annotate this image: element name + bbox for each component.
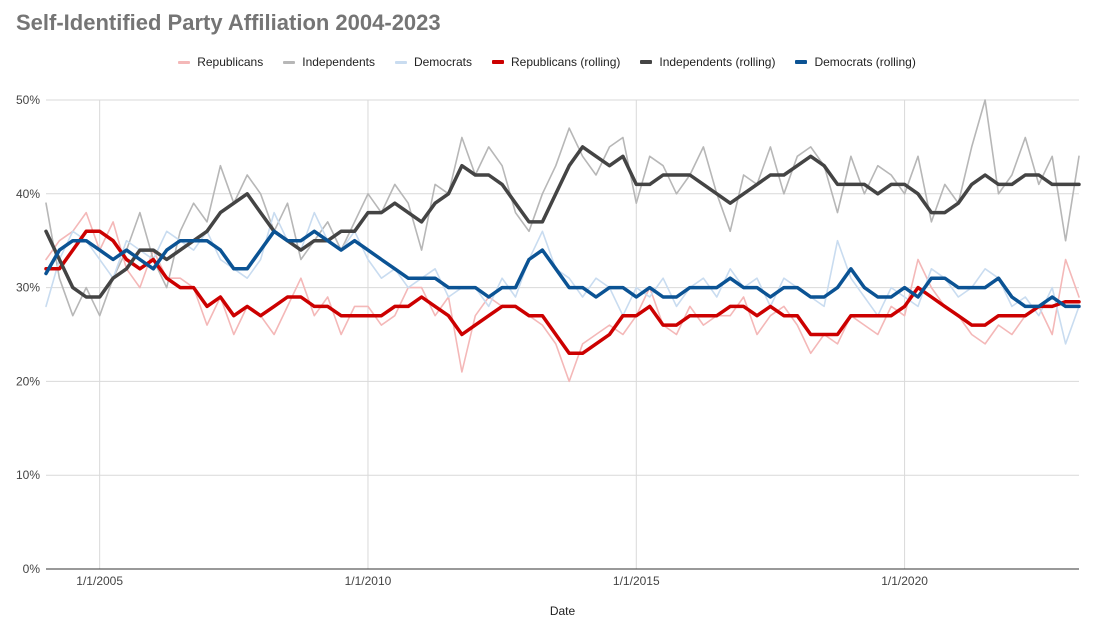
y-axis-tick-labels: 0% 10% 20% 30% 40% 50%	[16, 93, 40, 576]
legend-label: Democrats	[413, 55, 472, 69]
series-lines	[44, 99, 1081, 383]
legend-swatch	[178, 60, 191, 64]
y-tick-label-3: 30%	[16, 281, 40, 295]
legend-label: Independents (rolling)	[659, 55, 776, 69]
legend-item-republicans-rolling: Republicans (rolling)	[491, 55, 621, 69]
series-line-democrats	[45, 211, 1080, 345]
series-line-republicans	[45, 211, 1080, 383]
chart-legend: Republicans Independents Democrats Republic…	[0, 55, 1094, 69]
x-tick-label-1: 1/1/2010	[345, 574, 392, 588]
series-line-independents-rolling	[44, 145, 1081, 299]
legend-label: Independents	[302, 55, 375, 69]
legend-item-democrats: Democrats	[394, 55, 472, 69]
x-tick-label-0: 1/1/2005	[76, 574, 123, 588]
legend-item-independents: Independents	[283, 55, 375, 69]
legend-swatch	[283, 60, 296, 64]
x-axis-title: Date	[550, 604, 576, 618]
y-tick-label-4: 40%	[16, 187, 40, 201]
legend-swatch	[491, 60, 504, 64]
legend-swatch	[640, 60, 653, 64]
series-line-republicans-rolling	[44, 229, 1081, 356]
y-tick-label-2: 20%	[16, 374, 40, 388]
legend-item-democrats-rolling: Democrats (rolling)	[795, 55, 916, 69]
legend-swatch	[394, 60, 407, 64]
legend-label: Democrats (rolling)	[814, 55, 916, 69]
legend-label: Republicans	[197, 55, 264, 69]
legend-item-independents-rolling: Independents (rolling)	[640, 55, 775, 69]
chart-title: Self-Identified Party Affiliation 2004-2…	[16, 10, 441, 35]
legend-swatch	[795, 60, 808, 64]
x-tick-label-3: 1/1/2020	[881, 574, 928, 588]
y-tick-label-1: 10%	[16, 468, 40, 482]
series-line-independents	[45, 99, 1080, 317]
x-tick-label-2: 1/1/2015	[613, 574, 660, 588]
legend-label: Republicans (rolling)	[510, 55, 621, 69]
gridlines	[46, 99, 1079, 570]
y-tick-label-5: 50%	[16, 93, 40, 107]
y-tick-label-0: 0%	[23, 562, 41, 576]
series-line-democrats-rolling	[44, 229, 1081, 309]
x-axis-tick-labels: 1/1/2005 1/1/2010 1/1/2015 1/1/2020	[76, 574, 928, 588]
legend-item-republicans: Republicans	[178, 55, 263, 69]
